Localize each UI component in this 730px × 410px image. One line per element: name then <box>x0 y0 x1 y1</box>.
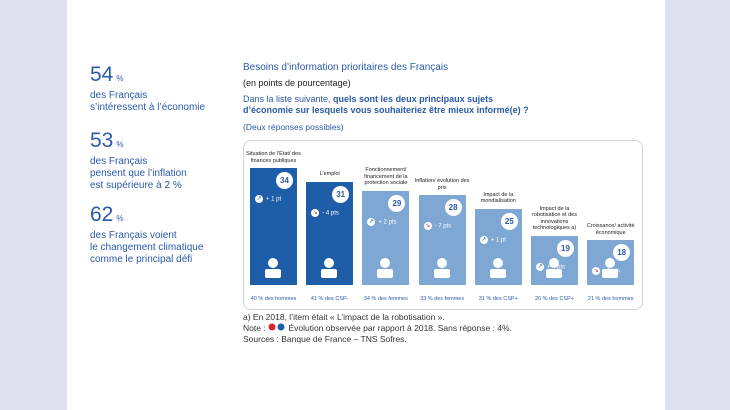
stat-line: s’intéressent à l’économie <box>90 102 206 113</box>
change-icon: ↗ <box>536 262 544 271</box>
stat-head: 53% <box>90 130 187 156</box>
stat-line: des Français <box>90 90 148 101</box>
category-label: Inflation/ évolution des prix <box>414 178 470 191</box>
bar-icon <box>602 258 619 278</box>
change-icon: ↘ <box>423 222 432 230</box>
bar-icon <box>321 258 338 278</box>
bar-icon <box>265 258 281 278</box>
chart-subtitle: (en points de pourcentage) <box>243 78 351 88</box>
change-text: + 1 pt <box>266 196 282 203</box>
category-label: Impact de la mondialisation <box>480 191 516 205</box>
footnote: a) En 2018, l’item était « L’impact de l… <box>243 312 445 322</box>
stat: 54% des Français s’intéressent à l’économi… <box>90 64 205 114</box>
question-note: (Deux réponses possibles) <box>243 122 344 132</box>
change-text: - 7 pts <box>434 223 452 230</box>
footnotes: a) En 2018, l’item était « L’impact de l… <box>243 312 643 345</box>
change: ↘ - 7 pts <box>423 222 452 230</box>
category-label: Situation de l’État/ des finances publiq… <box>246 151 301 164</box>
change: ↗ + 2 pts <box>367 217 397 226</box>
stat-unit: % <box>116 140 124 149</box>
question: Dans la liste suivante, quels sont les d… <box>243 94 543 116</box>
category-label: L’emploi <box>319 171 340 177</box>
subgroup-label: 33 % des femmes <box>420 296 465 302</box>
stat-unit: % <box>116 74 124 83</box>
footnote-source: Sources : Banque de France – TNS Sofres. <box>243 334 407 344</box>
value-label: 31 <box>332 185 350 203</box>
footnote-note: Note : Évolution observée par rapport à … <box>243 323 643 334</box>
change-text: - 4 pts <box>322 210 339 217</box>
stat-value: 53 <box>90 129 114 152</box>
bar-icon <box>546 258 562 278</box>
question-bold: quels sont les deux principaux sujets d’… <box>243 94 529 115</box>
stat-line: comme le principal défi <box>90 254 193 265</box>
stat-line: est supérieure à 2 % <box>90 180 182 191</box>
subgroup-label: 26 % des CSP+ <box>535 296 574 302</box>
chart-box <box>243 140 643 310</box>
bar-icon <box>377 258 394 278</box>
value-label: 18 <box>613 244 631 261</box>
change-icon: ↗ <box>255 195 263 203</box>
change: ↗ + 1 pt <box>255 195 281 203</box>
value-label: 29 <box>388 194 406 212</box>
stat: 53% des Français pensent que l’inflation es… <box>90 130 187 192</box>
note-label: Note : <box>243 323 266 333</box>
stat-line: pensent que l’inflation <box>90 168 187 179</box>
change-icon: ↗ <box>367 217 376 226</box>
change-icon: ↘ <box>592 267 601 275</box>
bar-icon <box>489 258 506 278</box>
stat: 62% des Français voient le changement clim… <box>90 204 203 266</box>
stat-head: 62% <box>90 204 203 230</box>
change-icon: ↘ <box>311 208 320 217</box>
change: ↘ - 4 pts <box>311 208 339 217</box>
chart-title: Besoins d’information prioritaires des F… <box>243 62 449 73</box>
change: ↗ + 1 pt <box>479 235 506 244</box>
stat-head: 54% <box>90 64 205 90</box>
question-intro: Dans la liste suivante, <box>243 94 334 104</box>
stat-value: 54 <box>90 63 114 86</box>
note-text: Évolution observée par rapport à 2018. S… <box>288 323 512 333</box>
subgroup-label: 40 % des hommes <box>250 296 297 302</box>
subgroup-label: 31 % des CSP+ <box>478 296 518 302</box>
stat-value: 62 <box>90 203 114 226</box>
stat-line: le changement climatique <box>90 242 204 253</box>
stat-line: des Français voient <box>90 230 177 241</box>
subgroup-label: 21 % des hommes <box>587 296 634 302</box>
category-label: Fonctionnement/ financement de la protec… <box>364 167 408 186</box>
subgroup-label: 34 % des femmes <box>363 296 408 302</box>
value-label: 34 <box>276 172 293 189</box>
category-label: Impact de la robotisation et des innovat… <box>532 205 577 232</box>
value-label: 25 <box>500 212 518 230</box>
bar-icon <box>433 258 450 278</box>
value-label: 28 <box>444 199 462 216</box>
value-label: 19 <box>557 239 574 257</box>
stat-line: des Français <box>90 156 148 167</box>
stat-unit: % <box>116 214 124 223</box>
change-text: + 2 pts <box>378 219 397 226</box>
note-icons <box>268 323 285 331</box>
subgroup-label: 41 % des CSP- <box>310 296 349 302</box>
change-icon: ↗ <box>479 235 488 244</box>
change-text: + 1 pt <box>490 237 506 244</box>
category-label: Croissance/ activité économique <box>586 223 635 236</box>
